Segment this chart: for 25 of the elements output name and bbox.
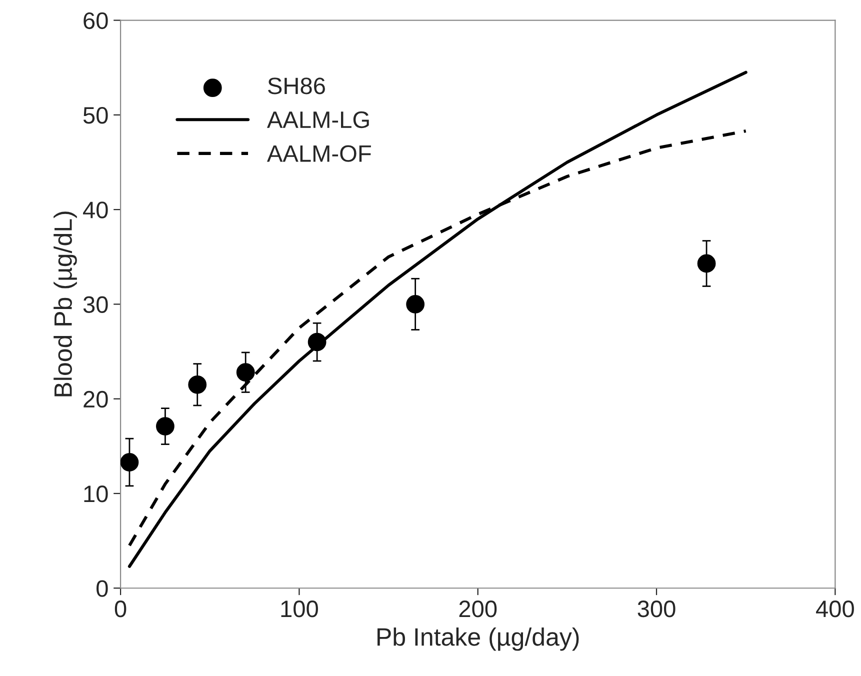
x-tick-label: 0 [114, 600, 126, 618]
legend-label: SH86 [268, 78, 325, 94]
x-tick-label: 100 [281, 600, 318, 618]
y-tick-label: 0 [96, 580, 108, 597]
point [406, 295, 425, 314]
x-tick-label: 200 [459, 600, 497, 618]
x-tick-label: 400 [816, 600, 854, 618]
point [120, 453, 139, 472]
legend-label: AALM-OF [266, 145, 371, 162]
y-tick-label: 20 [84, 390, 108, 408]
legend-label: AALM-LG [266, 111, 369, 128]
point [188, 375, 207, 394]
point [236, 363, 255, 382]
line-series [128, 70, 748, 568]
y-tick-label: 30 [83, 296, 108, 313]
y-tick-label: 50 [83, 106, 108, 124]
x-axis-title: Pb Intake (µg/day) [378, 627, 579, 651]
y-tick-label: 40 [83, 202, 108, 218]
x-tick-label: 300 [638, 600, 676, 618]
point [697, 254, 716, 273]
y-tick-label: 10 [84, 486, 108, 502]
y-axis-title: Blood Pb (µg/dL) [54, 212, 77, 396]
point [308, 332, 326, 352]
y-tick-label: 60 [84, 12, 108, 30]
point [156, 417, 174, 436]
